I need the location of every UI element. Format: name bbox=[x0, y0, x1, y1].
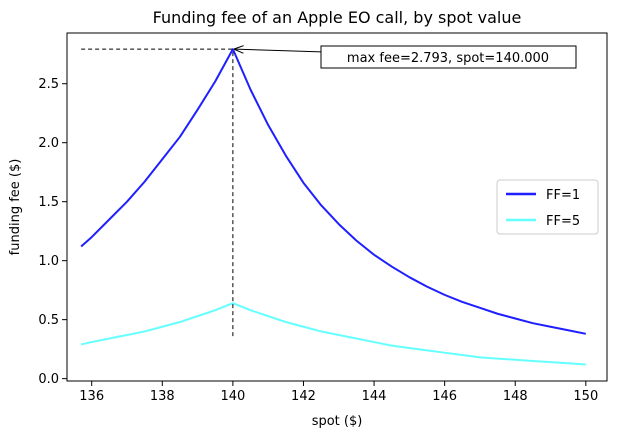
x-tick-label: 148 bbox=[503, 389, 528, 404]
chart-title: Funding fee of an Apple EO call, by spot… bbox=[153, 8, 522, 27]
legend-label-ff1: FF=1 bbox=[546, 188, 580, 203]
annotation: max fee=2.793, spot=140.000 bbox=[235, 45, 577, 69]
x-tick-label: 150 bbox=[573, 389, 598, 404]
x-tick-label: 140 bbox=[220, 389, 245, 404]
y-tick-label: 1.0 bbox=[38, 254, 59, 269]
y-axis: 0.0 0.5 1.0 1.5 2.0 2.5 bbox=[38, 77, 67, 387]
y-axis-label: funding fee ($) bbox=[8, 159, 23, 256]
x-tick-label: 136 bbox=[79, 389, 104, 404]
legend: FF=1 FF=5 bbox=[496, 179, 599, 235]
legend-label-ff5: FF=5 bbox=[546, 214, 580, 229]
y-tick-label: 1.5 bbox=[38, 195, 59, 210]
annotation-box bbox=[320, 45, 577, 69]
y-tick-label: 2.0 bbox=[38, 136, 59, 151]
plot-area bbox=[66, 32, 608, 382]
x-tick-label: 146 bbox=[432, 389, 457, 404]
reference-lines bbox=[81, 48, 234, 337]
x-axis-label: spot ($) bbox=[312, 414, 363, 429]
series-line-ff5 bbox=[80, 302, 586, 366]
y-tick-label: 0.5 bbox=[38, 313, 59, 328]
y-tick-label: 0.0 bbox=[38, 372, 59, 387]
x-tick-label: 138 bbox=[150, 389, 175, 404]
series-line-ff1 bbox=[80, 48, 587, 335]
series-layer bbox=[80, 48, 587, 366]
x-tick-label: 142 bbox=[291, 389, 316, 404]
x-axis: 136 138 140 142 144 146 148 150 bbox=[79, 381, 598, 404]
plot-frame bbox=[66, 32, 608, 382]
annotation-text: max fee=2.793, spot=140.000 bbox=[347, 51, 549, 66]
y-tick-label: 2.5 bbox=[38, 77, 59, 92]
annotation-arrow bbox=[235, 49, 322, 52]
x-tick-label: 144 bbox=[362, 389, 387, 404]
